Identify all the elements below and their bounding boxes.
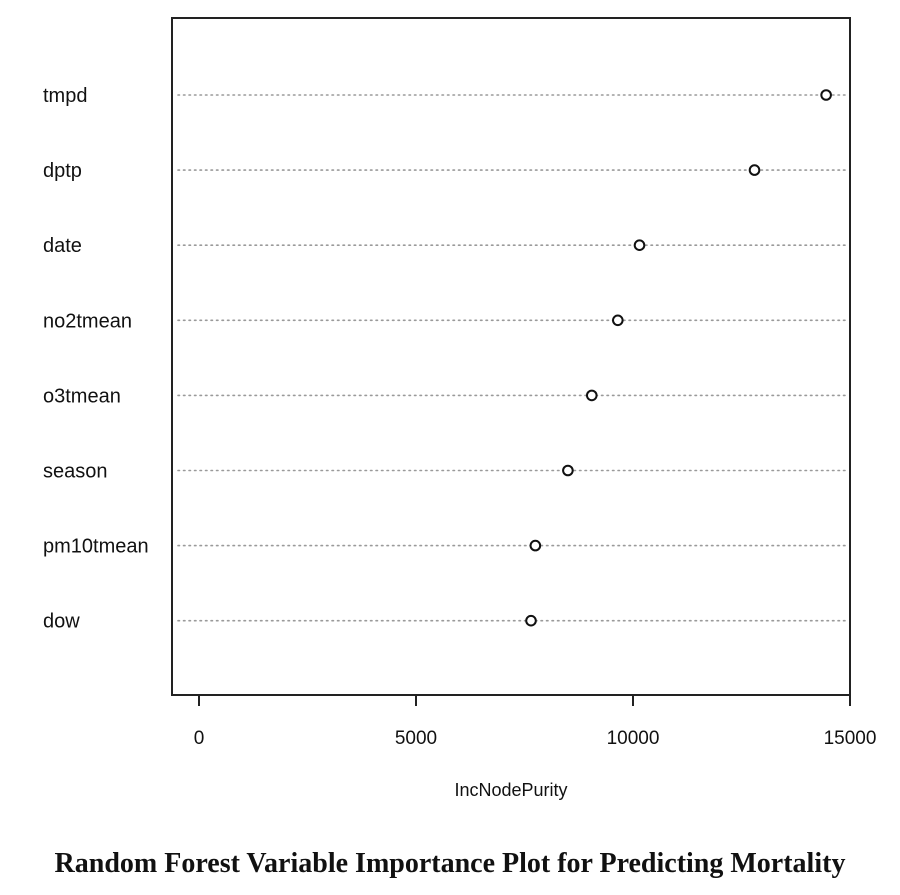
variable-label-o3tmean: o3tmean: [43, 385, 121, 407]
variable-label-date: date: [43, 235, 82, 257]
x-tick-label-0: 0: [194, 728, 205, 749]
x-axis-title: IncNodePurity: [454, 780, 567, 800]
variable-label-dptp: dptp: [43, 160, 82, 182]
data-points: [525, 89, 832, 627]
x-tick-label-10000: 10000: [607, 728, 660, 749]
point-o3tmean: [585, 389, 598, 402]
point-dow: [525, 614, 537, 627]
variable-importance-chart: tmpd dptp date no2tmean o3tmean season pm10tme…: [43, 17, 877, 800]
plot-frame: [171, 17, 851, 696]
point-season: [562, 464, 574, 477]
x-tick-label-15000: 15000: [824, 728, 877, 749]
variable-label-season: season: [43, 461, 108, 483]
variable-label-dow: dow: [43, 611, 80, 633]
variable-label-tmpd: tmpd: [43, 85, 87, 107]
variable-labels: tmpd dptp date no2tmean o3tmean season pm10tme…: [43, 85, 149, 633]
guide-lines: [177, 94, 847, 622]
point-pm10tmean: [529, 539, 542, 552]
point-dptp: [748, 164, 761, 176]
variable-label-no2tmean: no2tmean: [43, 310, 132, 332]
point-no2tmean: [612, 314, 624, 327]
x-tick-label-5000: 5000: [395, 728, 437, 749]
point-tmpd: [820, 89, 832, 101]
figure-caption: Random Forest Variable Importance Plot f…: [54, 848, 846, 879]
x-axis: 0 5000 10000 15000: [194, 694, 877, 749]
variable-label-pm10tmean: pm10tmean: [43, 536, 149, 558]
point-date: [633, 239, 646, 251]
